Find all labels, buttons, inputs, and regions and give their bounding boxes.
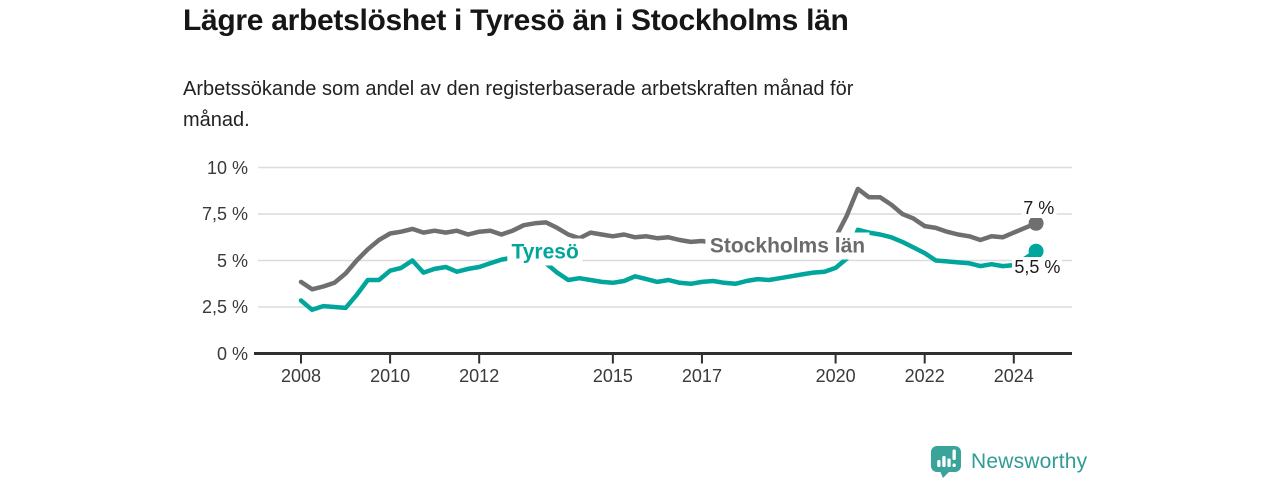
y-tick-label: 7,5 % <box>201 204 248 224</box>
x-tick-label: 2012 <box>459 365 500 386</box>
end-value-label-stockholms-lan: 7 % <box>1021 198 1057 219</box>
y-tick-label: 0 % <box>216 343 248 364</box>
brand-name: Newsworthy <box>971 449 1088 473</box>
newsworthy-logo-icon <box>931 446 961 478</box>
series-line-tyreso <box>298 227 1039 313</box>
chart-subtitle-line2: månad. <box>183 109 250 131</box>
chart-subtitle: Arbetssökande som andel av den registerb… <box>183 74 853 136</box>
y-tick-label: 10 % <box>206 157 248 178</box>
chart-subtitle-line1: Arbetssökande som andel av den registerb… <box>183 78 854 100</box>
x-tick-label: 2008 <box>280 365 322 386</box>
x-tick-label: 2015 <box>592 365 633 386</box>
x-tick-label: 2024 <box>993 365 1034 386</box>
y-tick-label: 2,5 % <box>201 297 248 317</box>
series-label-tyreso: Tyresö <box>507 238 583 266</box>
end-value-label-tyreso: 5,5 % <box>1012 257 1063 277</box>
series-end-dot-tyreso <box>1028 243 1044 259</box>
x-tick-label: 2020 <box>815 365 856 386</box>
chart-title: Lägre arbetslöshet i Tyresö än i Stockho… <box>183 4 849 37</box>
x-tick-label: 2010 <box>370 365 411 386</box>
series-line-stockholms-lan <box>298 186 1039 292</box>
x-tick-label: 2022 <box>904 365 945 386</box>
x-tick-label: 2017 <box>681 365 722 386</box>
series-end-dot-stockholms-lan <box>1028 215 1044 231</box>
brand-footer: Newsworthy <box>930 445 1087 478</box>
series-label-stockholms-lan: Stockholms län <box>705 232 870 260</box>
y-tick-label: 5 % <box>216 250 248 271</box>
